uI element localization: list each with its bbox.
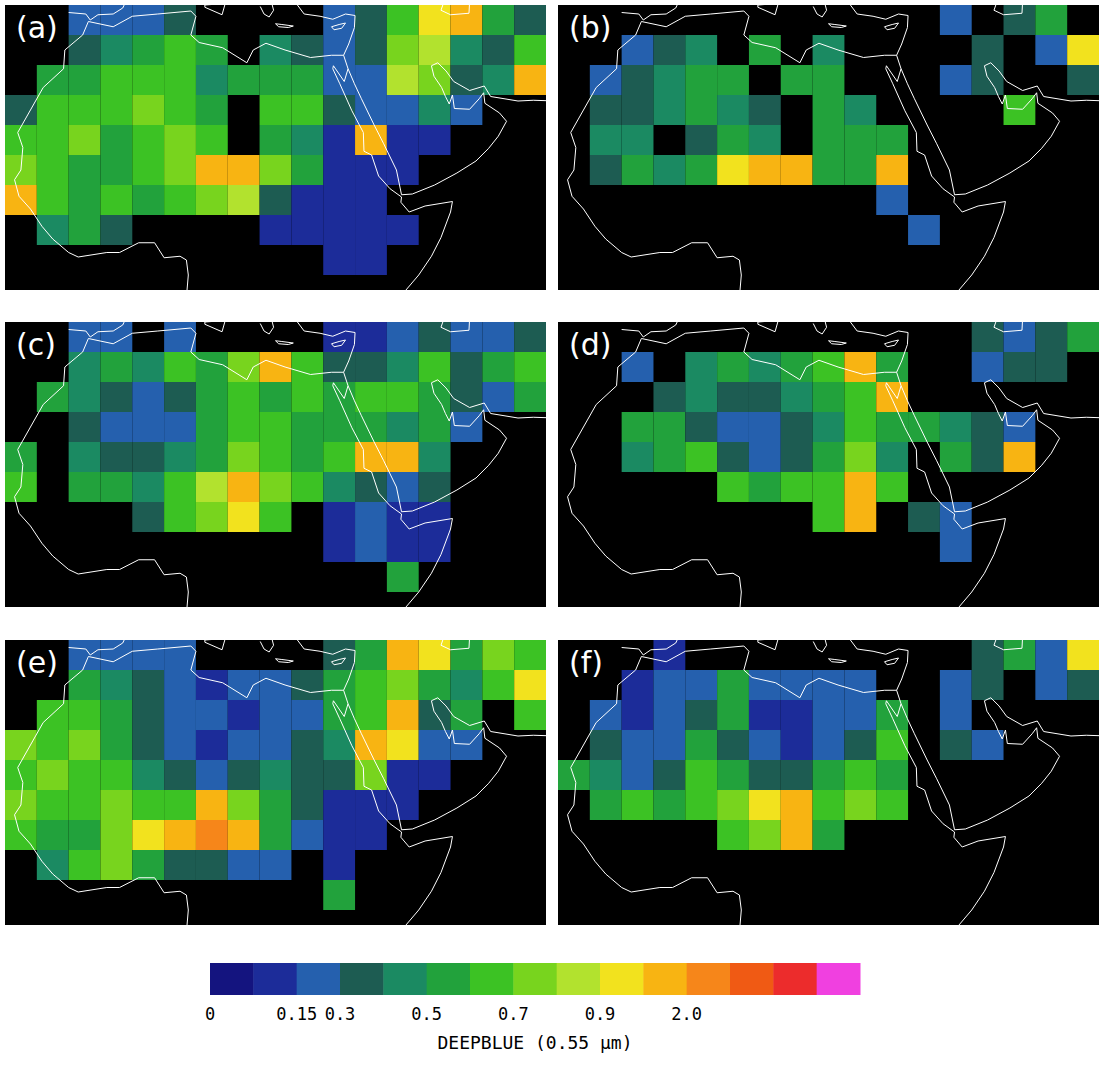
svg-text:DEEPBLUE (0.55 µm): DEEPBLUE (0.55 µm) <box>437 1032 632 1053</box>
svg-text:(c): (c) <box>16 327 56 362</box>
svg-text:(a): (a) <box>16 10 58 45</box>
svg-text:0.7: 0.7 <box>498 1004 529 1024</box>
svg-text:0.9: 0.9 <box>585 1004 616 1024</box>
svg-text:0.3: 0.3 <box>325 1004 356 1024</box>
svg-text:0: 0 <box>205 1004 215 1024</box>
svg-text:(d): (d) <box>569 327 611 362</box>
svg-text:0.5: 0.5 <box>411 1004 442 1024</box>
svg-text:(f): (f) <box>569 645 603 680</box>
svg-text:(e): (e) <box>16 645 58 680</box>
svg-text:(b): (b) <box>569 10 611 45</box>
svg-text:2.0: 2.0 <box>671 1004 702 1024</box>
svg-text:0.15: 0.15 <box>276 1004 317 1024</box>
